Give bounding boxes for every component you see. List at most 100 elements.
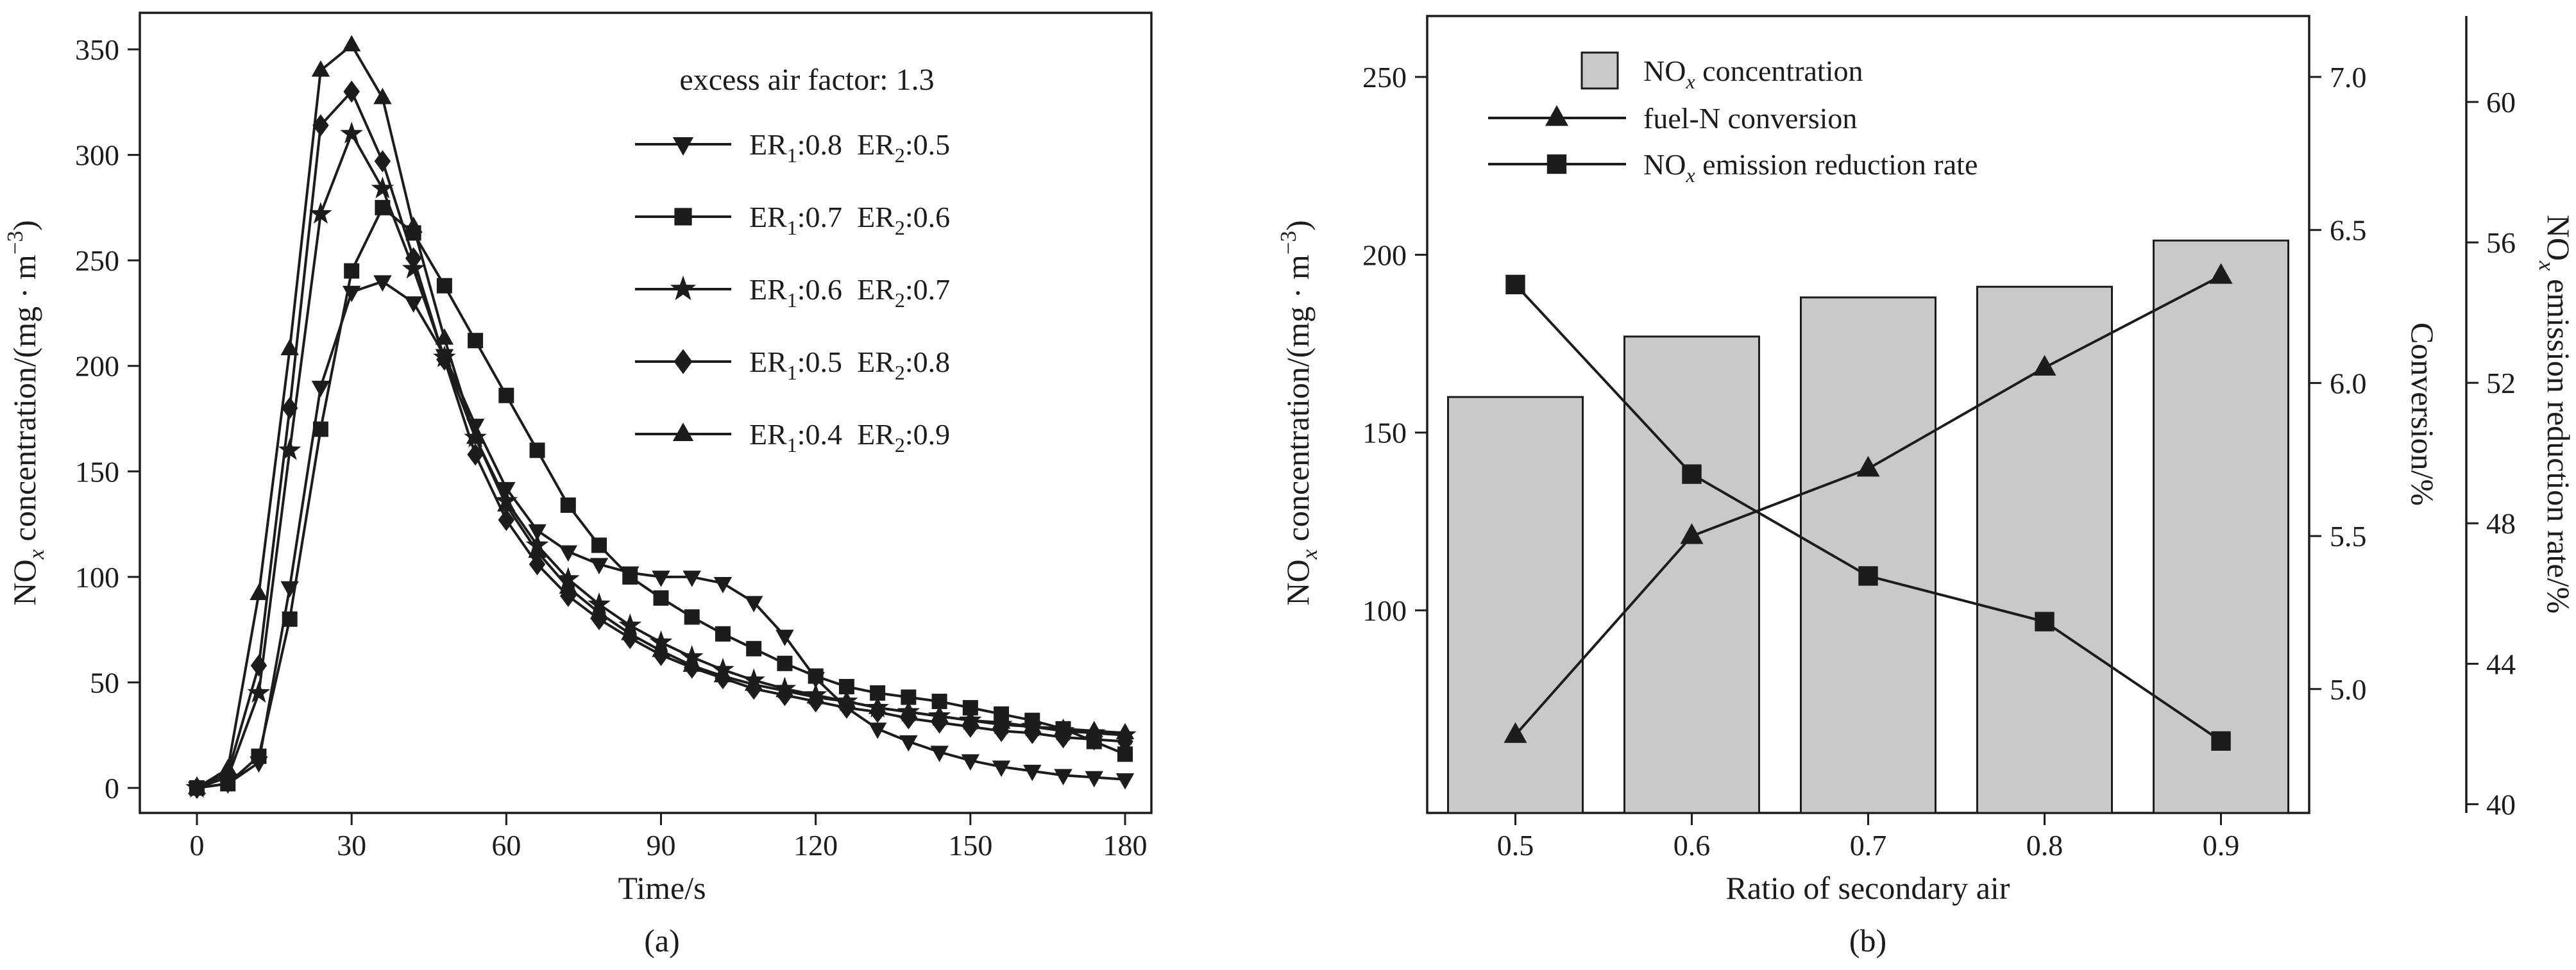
triangle-up-marker-icon [806,687,825,704]
bar [1800,296,1936,814]
legend-b: NOx concentration fuel-N conversion NOx em… [1488,51,1978,187]
plot-frame-a [139,12,1153,814]
y-tick-label-a: 0 [105,772,119,805]
square-marker-icon [312,421,328,437]
bar [1623,335,1760,814]
triangle-down-marker-icon [1115,773,1135,790]
triangle-up-marker-icon [1085,721,1104,737]
triangle-down-marker-icon [775,630,794,646]
star-marker-icon [371,176,394,199]
triangle-up-marker-icon [218,758,237,776]
y-axis-title-b: NOx concentration/(mg · m−3) [1276,220,1322,605]
square-marker-icon [674,208,692,226]
square-marker-icon [2035,612,2055,631]
triangle-up-marker-icon [1504,722,1527,743]
x-tick-label-a: 180 [1103,829,1148,862]
triangle-down-marker-icon [961,754,980,771]
legend-label: NOx concentration [1643,54,1863,93]
triangle-up-marker-icon [672,422,694,442]
chart-a: 0 50 100 150 200 250 300 350 0 30 60 90 120 150 180 exc… [3,12,1153,906]
triangle-up-marker-icon [652,640,670,657]
conversion-tick-label: 5.0 [2330,673,2367,706]
star-marker-icon [340,121,363,144]
x-tick-label-a: 60 [491,829,521,862]
square-marker-icon [653,590,669,606]
triangle-up-marker-icon [1115,723,1135,740]
square-marker-icon [591,537,607,553]
bar [2153,239,2289,814]
y-tick-label-a: 50 [90,666,119,699]
x-axis-a: 0 30 60 90 120 150 180 [190,813,1148,862]
legend-label: ER1:0.7 ER2:0.6 [749,201,950,239]
y-tick-label-a: 300 [75,139,119,172]
triangle-up-marker-icon [311,60,330,77]
x-tick-label-a: 0 [190,829,205,862]
x-tick-label-a: 150 [948,829,992,862]
x-axis-title-b: Ratio of secondary air [1726,870,2010,906]
square-marker-icon [251,748,267,764]
legend-label: ER1:0.8 ER2:0.5 [749,128,950,167]
triangle-up-marker-icon [1023,716,1042,733]
square-marker-icon [622,569,638,585]
reduction-tick-label: 44 [2486,648,2516,680]
square-marker-icon [684,609,700,625]
conversion-axis-title: Conversion/% [2405,322,2441,506]
chart-b: 100 150 200 250 0.5 0.6 0.7 0.8 0.9 5.0 5.5 6.0 6.5 7… [1276,15,2576,906]
triangle-up-marker-icon [1054,719,1072,735]
triangle-down-marker-icon [672,137,694,156]
triangle-up-marker-icon [775,680,794,698]
series-reduction [1505,274,2231,751]
triangle-up-marker-icon [373,87,392,105]
star-marker-icon [247,681,271,703]
series-triangle-down [187,275,1135,798]
triangle-down-marker-icon [744,596,763,613]
square-marker-icon [1858,566,1878,586]
legend-item: NOx emission reduction rate [1488,148,1978,187]
triangle-down-marker-icon [373,275,392,292]
triangle-up-marker-icon [744,674,763,691]
star-marker-icon [309,202,332,224]
annotation-excess-air-factor: excess air factor: 1.3 [679,63,934,97]
diamond-marker-icon [374,150,391,172]
square-marker-icon [1505,274,1525,295]
x-tick-label-b: 0.7 [1850,829,1887,862]
diamond-marker-icon [529,553,546,576]
diamond-marker-icon [312,114,329,137]
reduction-tick-label: 52 [2486,367,2516,399]
triangle-up-marker-icon [682,655,701,672]
left-tick-label-b: 250 [1362,61,1407,94]
square-marker-icon [468,333,484,349]
legend-item: NOx concentration [1580,51,1863,93]
triangle-down-marker-icon [992,760,1011,777]
triangle-up-marker-icon [1545,105,1569,126]
triangle-up-marker-icon [497,495,516,512]
caption-b: (b) [1849,923,1887,958]
conversion-tick-label: 6.5 [2330,214,2367,247]
square-marker-icon [498,387,514,403]
chart-b-canvas: 100 150 200 250 0.5 0.6 0.7 0.8 0.9 5.0 5.5 6.0 6.5 7… [1276,15,2576,906]
square-marker-icon [282,611,298,627]
triangle-down-marker-icon [930,746,949,762]
triangle-down-marker-icon [1054,769,1072,786]
diamond-marker-icon [281,397,298,419]
y-tick-label-a: 350 [75,33,119,66]
x-tick-label-b: 0.8 [2026,829,2063,862]
series-triangle-up [187,35,1135,794]
triangle-up-marker-icon [992,712,1011,729]
square-marker-icon [808,668,824,684]
triangle-up-marker-icon [342,35,361,52]
y-axis-a: 0 50 100 150 200 250 300 350 [75,33,140,805]
triangle-down-marker-icon [528,524,547,541]
x-tick-label-a: 120 [793,829,838,862]
triangle-down-marker-icon [311,380,330,397]
square-marker-icon [1682,464,1702,484]
square-marker-icon [436,278,452,294]
triangle-up-marker-icon [930,706,949,723]
triangle-up-marker-icon [250,583,268,600]
x-tick-label-b: 0.9 [2203,829,2240,862]
y-tick-label-a: 250 [75,244,119,277]
conversion-tick-label: 5.5 [2330,520,2367,553]
reduction-tick-label: 48 [2486,507,2516,540]
series-conversion [1504,263,2233,743]
